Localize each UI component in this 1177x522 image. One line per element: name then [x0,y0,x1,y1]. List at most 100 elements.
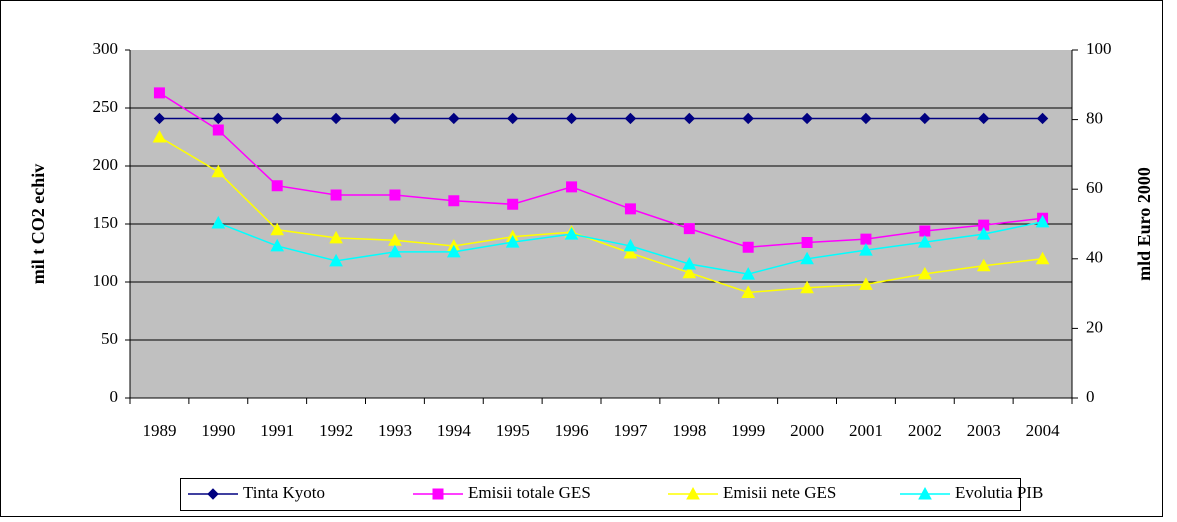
data-point [212,112,225,125]
data-point [1036,112,1049,125]
y-axis-title: mil t CO2 echiv [28,164,48,284]
data-point [742,241,754,253]
data-point [330,112,342,125]
data-point [566,181,578,193]
series-line [159,92,1043,248]
data-point [564,227,579,240]
x-tick-label: 1989 [142,421,176,440]
data-point [624,203,636,215]
data-point [801,237,813,249]
data-point [505,235,520,248]
data-point [330,189,342,201]
data-point [683,112,696,125]
data-point [271,112,283,125]
data-point [507,198,519,210]
data-point [917,266,932,280]
data-point [270,222,285,236]
data-point [152,129,167,143]
y-tick-label: 50 [101,329,118,348]
data-point [565,112,578,125]
data-point [800,251,814,265]
data-point [211,164,226,178]
x-tick-label: 1993 [378,421,412,440]
y2-tick-label: 80 [1086,109,1103,128]
data-point [329,253,343,267]
x-tick-label: 2001 [849,421,883,440]
legend-label: Emisii totale GES [468,483,591,502]
y-tick-label: 0 [110,387,119,406]
legend-label: Emisii nete GES [723,483,836,502]
data-point [800,280,814,294]
y2-tick-label: 40 [1086,248,1103,267]
data-point [1035,251,1050,265]
y2-tick-label: 20 [1086,317,1103,336]
data-point [801,112,813,125]
data-point [389,112,401,125]
legend-label: Evolutia PIB [955,483,1043,502]
data-point [329,230,343,244]
legend-marker [207,488,219,500]
x-tick-label: 1991 [260,421,294,440]
data-point [446,244,461,258]
y-tick-label: 200 [93,155,119,174]
y2-tick-label: 0 [1086,387,1095,406]
data-point [212,124,224,136]
data-point [1035,214,1050,228]
data-point [153,112,166,125]
x-tick-label: 2000 [790,421,824,440]
x-tick-label: 1995 [496,421,530,440]
legend [180,478,1021,511]
y-tick-label: 300 [93,39,119,58]
y-tick-label: 150 [93,213,119,232]
x-tick-label: 1992 [319,421,353,440]
data-point [623,238,638,252]
data-point [742,112,754,125]
data-point [389,189,401,201]
data-point [682,265,697,279]
x-tick-label: 1998 [672,421,706,440]
y-tick-label: 100 [93,271,119,290]
data-point [976,258,991,272]
data-point [859,243,873,256]
data-point [153,87,165,99]
data-point [976,227,991,240]
data-point [211,215,226,229]
x-tick-label: 1999 [731,421,765,440]
data-point [448,195,460,207]
y2-axis-title: mld Euro 2000 [1134,167,1154,281]
x-tick-label: 2002 [908,421,942,440]
data-point [919,225,931,237]
x-tick-label: 1996 [555,421,589,440]
data-point [682,256,697,270]
data-point [741,267,756,280]
data-point [624,112,637,125]
x-tick-label: 1997 [613,421,648,440]
data-point [919,112,931,125]
data-point [977,112,990,125]
data-point [388,244,402,258]
data-point [623,245,638,259]
data-point [506,112,519,125]
legend-label: Tinta Kyoto [243,483,325,502]
legend-marker [686,486,700,500]
data-point [860,112,872,125]
x-tick-label: 2003 [967,421,1001,440]
data-point [917,235,932,248]
data-point [448,112,460,125]
data-point [741,285,756,298]
data-point [978,219,990,231]
y2-tick-label: 100 [1086,39,1112,58]
data-point [860,233,872,245]
series-line [159,136,1043,294]
y2-tick-label: 60 [1086,178,1103,197]
legend-marker [432,488,444,500]
data-point [859,277,873,290]
x-tick-label: 2004 [1026,421,1061,440]
data-point [271,180,283,192]
data-point [683,223,695,235]
data-point [270,238,285,252]
x-tick-label: 1990 [201,421,235,440]
y-tick-label: 250 [93,97,119,116]
legend-marker [918,486,932,500]
